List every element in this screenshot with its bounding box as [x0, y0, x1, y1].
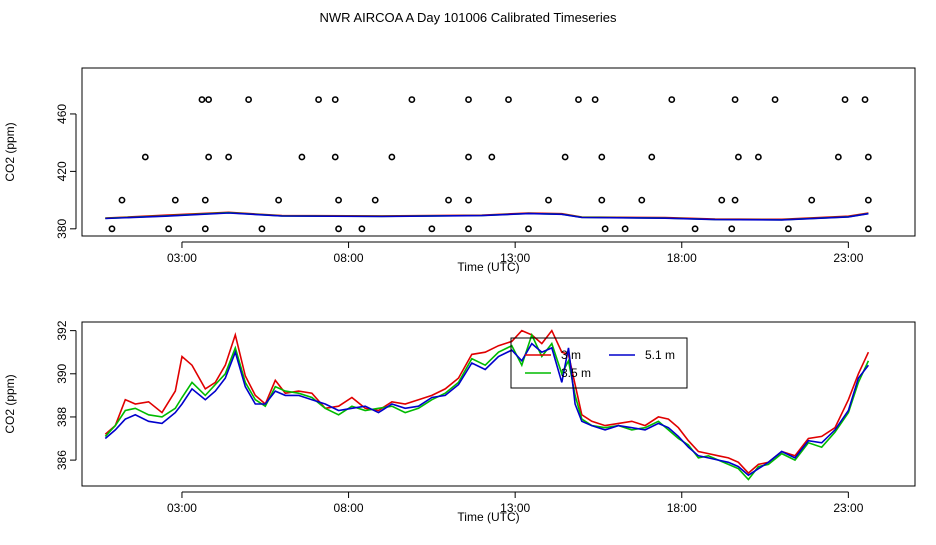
- panel-1-y-tick-label: 460: [55, 104, 69, 124]
- panel-1-scatter-point: [864, 225, 872, 233]
- chart-title: NWR AIRCOA A Day 101006 Calibrated Times…: [320, 10, 617, 25]
- panel-1-scatter-point: [331, 96, 339, 103]
- panel-1-scatter-point: [488, 153, 496, 161]
- panel-1-scatter-point: [335, 225, 342, 233]
- panel-1-scatter-point: [591, 96, 599, 103]
- panel-1-scatter-point: [258, 225, 266, 233]
- panel-1-scatter-point: [198, 96, 206, 103]
- panel-1-scatter-point: [621, 225, 629, 233]
- panel-2-y-axis-title: CO2 (ppm): [3, 374, 17, 433]
- panel-2-plot-frame: [81, 321, 916, 487]
- panel-2-x-tick-label: 03:00: [167, 501, 197, 515]
- panel-1-scatter-point: [201, 196, 209, 204]
- panel-1-scatter-point: [275, 196, 282, 204]
- panel-2-series-line: [104, 332, 870, 481]
- panel-1-scatter-point: [205, 96, 213, 103]
- panel-1-x-tick-label: 23:00: [833, 251, 863, 265]
- panel-2-legend-box: [510, 337, 688, 389]
- panel-2-x-tick-label: 23:00: [833, 501, 863, 515]
- panel-1-scatter-point: [638, 196, 646, 204]
- panel-1-scatter-point: [141, 153, 149, 161]
- panel-1-scatter-point: [165, 225, 173, 233]
- panel-2-y-tick-label: 386: [55, 450, 69, 470]
- panel-1-x-tick-label: 08:00: [334, 251, 364, 265]
- panel-1-scatter-point: [245, 96, 252, 103]
- panel-2-x-tick-label: 13:00: [500, 501, 530, 515]
- panel-2-series-line: [104, 342, 870, 477]
- panel-1-scatter-point: [545, 196, 552, 204]
- panel-1-scatter-point: [598, 153, 606, 161]
- panel-1-scatter-point: [735, 153, 742, 161]
- panel-1-y-tick-label: 420: [55, 161, 69, 181]
- panel-1-scatter-point: [731, 96, 739, 103]
- panel-1-scatter-point: [225, 153, 233, 161]
- panel-2-x-axis-title: Time (UTC): [457, 510, 519, 524]
- panel-1-series-line: [105, 212, 869, 221]
- panel-1-scatter-point: [505, 96, 512, 103]
- panel-1-scatter-point: [445, 196, 452, 204]
- panel-1-x-tick-label: 18:00: [667, 251, 697, 265]
- panel-1-scatter-point: [808, 196, 816, 204]
- panel-1-scatter-point: [754, 153, 762, 161]
- panel-1-scatter-point: [601, 225, 609, 233]
- panel-1-scatter-point: [575, 96, 582, 103]
- panel-1-scatter-point: [648, 153, 656, 161]
- panel-1-x-tick-label: 13:00: [500, 251, 530, 265]
- panel-1-scatter-point: [525, 225, 532, 233]
- panel-1-scatter-point: [108, 225, 116, 233]
- panel-1-scatter-point: [861, 96, 869, 103]
- panel-2-y-tick-label: 388: [55, 407, 69, 427]
- panel-1-scatter-point: [668, 96, 676, 103]
- panel-1-scatter-point: [561, 153, 569, 161]
- panel-1-scatter-point: [728, 225, 736, 233]
- panel-1-scatter-point: [118, 196, 126, 204]
- panel-1-scatter-point: [358, 225, 366, 233]
- panel-1-scatter-point: [465, 196, 472, 204]
- panel-2-legend-label: 5.1 m: [645, 348, 675, 362]
- panel-2-legend-label: 3.5 m: [561, 366, 591, 380]
- panel-2-x-tick-label: 18:00: [667, 501, 697, 515]
- panel-2-legend-label: 3 m: [561, 348, 581, 362]
- panel-1-scatter-point: [371, 196, 379, 204]
- panel-1-scatter-point: [731, 196, 739, 204]
- panel-2-x-tick-label: 08:00: [334, 501, 364, 515]
- panel-1-scatter-point: [718, 196, 726, 204]
- panel-1-scatter-point: [428, 225, 436, 233]
- panel-1-scatter-point: [331, 153, 339, 161]
- panel-1-scatter-point: [315, 96, 322, 103]
- panel-2-y-tick-label: 392: [55, 320, 69, 340]
- panel-1-scatter-point: [298, 153, 306, 161]
- panel-1-scatter-point: [784, 225, 792, 233]
- panel-1-scatter-point: [408, 96, 416, 103]
- panel-1-scatter-point: [201, 225, 209, 233]
- panel-1-scatter-point: [841, 96, 849, 103]
- panel-1-scatter-point: [388, 153, 396, 161]
- panel-1-y-axis-title: CO2 (ppm): [3, 122, 17, 181]
- panel-1-scatter-point: [171, 196, 179, 204]
- panel-1-scatter-point: [205, 153, 213, 161]
- panel-1-scatter-point: [691, 225, 699, 233]
- panel-1-scatter-point: [864, 196, 872, 204]
- panel-1-x-tick-label: 03:00: [167, 251, 197, 265]
- panel-1-scatter-point: [864, 153, 872, 161]
- panel-1-y-tick-label: 380: [55, 218, 69, 238]
- panel-2-y-tick-label: 390: [55, 363, 69, 383]
- panel-1-scatter-point: [465, 225, 472, 233]
- panel-1-x-axis-title: Time (UTC): [457, 260, 519, 274]
- panel-1-scatter-point: [335, 196, 342, 204]
- panel-1-scatter-point: [834, 153, 842, 161]
- panel-1-scatter-point: [771, 96, 779, 103]
- panel-1-scatter-point: [598, 196, 606, 204]
- panel-1-scatter-point: [465, 153, 472, 161]
- panel-2-series-line: [104, 329, 870, 475]
- panel-1-plot-frame: [81, 67, 916, 237]
- panel-1-scatter-point: [465, 96, 472, 103]
